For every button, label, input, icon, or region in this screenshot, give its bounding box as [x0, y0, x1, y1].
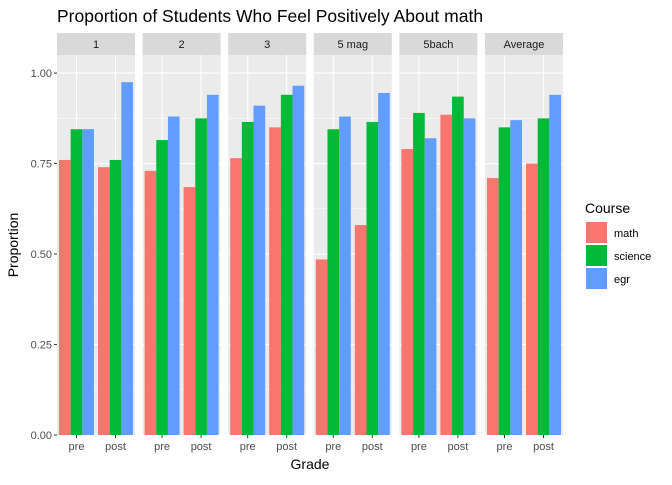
bar-egr: [253, 105, 266, 436]
bar-egr: [167, 116, 180, 436]
facet-strip: [313, 33, 392, 55]
bar-egr: [424, 138, 437, 435]
facet-strip: [228, 33, 307, 55]
legend-key-math: [586, 222, 607, 243]
y-tick-label: 0.50: [31, 249, 52, 261]
x-tick-label: pre: [325, 441, 341, 453]
facet-strip: [399, 33, 478, 55]
facet-panel: 5 mag: [313, 33, 392, 436]
bar-egr: [206, 94, 219, 436]
bar-egr: [510, 120, 522, 436]
bar-egr: [378, 93, 390, 435]
x-axis-label: Grade: [291, 456, 330, 472]
bar-math: [487, 178, 499, 436]
bar-egr: [339, 116, 351, 436]
bar-science: [366, 121, 379, 435]
facet-panel: 1: [57, 33, 135, 436]
x-tick-label: post: [362, 441, 383, 453]
chart-title: Proportion of Students Who Feel Positive…: [57, 6, 483, 26]
x-tick-label: pre: [497, 441, 513, 453]
facet-strip-label: 2: [179, 39, 185, 51]
bar-science: [70, 129, 83, 435]
bar-egr: [549, 94, 561, 436]
y-tick-label: 0.75: [31, 159, 52, 171]
y-axis-label: Proportion: [5, 213, 21, 278]
x-tick-label: post: [448, 441, 469, 453]
bar-egr: [463, 118, 476, 435]
facet-strip: [142, 33, 221, 55]
bar-egr: [121, 82, 133, 436]
legend-key-science: [586, 245, 607, 266]
x-tick-label: pre: [240, 441, 256, 453]
bar-science: [241, 121, 254, 435]
bar-math: [183, 187, 196, 435]
facet-strip-label: 5 mag: [338, 39, 369, 51]
x-tick-label: pre: [154, 441, 170, 453]
facet-strip-label: Average: [504, 39, 545, 51]
bar-math: [230, 158, 242, 435]
bar-math: [98, 167, 110, 435]
bar-math: [401, 149, 414, 435]
bar-science: [156, 140, 168, 436]
y-tick-label: 1.00: [31, 68, 52, 80]
facet-panel: 2: [142, 33, 221, 436]
facet-strip: [57, 33, 135, 55]
legend-label: math: [614, 228, 638, 240]
bar-math: [59, 159, 71, 435]
x-tick-label: post: [533, 441, 554, 453]
legend-title: Course: [585, 200, 630, 216]
legend-label: science: [614, 251, 651, 263]
facet-strip: [485, 33, 563, 55]
bar-math: [269, 127, 281, 435]
bar-egr: [292, 85, 305, 435]
x-tick-label: post: [191, 441, 212, 453]
facet-strip-label: 1: [93, 39, 99, 51]
bar-science: [327, 129, 340, 435]
facet-panel: 5bach: [399, 33, 478, 436]
x-tick-label: pre: [411, 441, 427, 453]
bar-egr: [82, 129, 94, 435]
facet-panels: 1 2 3 5 mag 5bach Average: [57, 33, 563, 436]
facet-strip-label: 3: [264, 39, 270, 51]
x-axis: pre post pre post pre post pre post pre post pre po…: [69, 435, 554, 453]
bar-science: [280, 94, 293, 436]
bar-science: [498, 127, 511, 435]
bar-math: [354, 225, 367, 435]
x-tick-label: post: [276, 441, 297, 453]
y-tick-label: 0.25: [31, 340, 52, 352]
facet-strip-label: 5bach: [423, 39, 453, 51]
bar-math: [144, 170, 157, 436]
bar-math: [315, 259, 328, 435]
bar-science: [109, 159, 122, 435]
bar-math: [526, 163, 538, 436]
y-tick-label: 0.00: [31, 430, 52, 442]
y-axis: 0.00 0.25 0.50 0.75 1.00: [31, 68, 57, 442]
legend-key-egr: [586, 268, 607, 289]
bar-science: [452, 96, 464, 435]
facet-panel: Average: [485, 33, 563, 436]
legend-label: egr: [614, 274, 630, 286]
bar-science: [413, 112, 425, 436]
bar-science: [537, 118, 550, 435]
bar-math: [440, 114, 453, 435]
legend: Course math science egr: [585, 200, 651, 289]
x-tick-label: post: [105, 441, 126, 453]
x-tick-label: pre: [69, 441, 85, 453]
bar-science: [195, 118, 207, 435]
facet-panel: 3: [228, 33, 307, 436]
